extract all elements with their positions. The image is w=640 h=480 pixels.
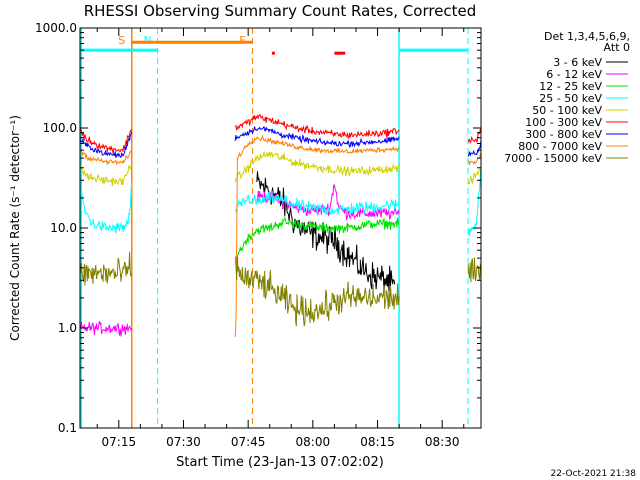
y-tick-label: 1.0: [58, 321, 77, 335]
x-tick-label: 08:30: [425, 435, 460, 449]
x-tick-label: 07:45: [231, 435, 266, 449]
series-line: [467, 165, 482, 237]
legend-label: 12 - 25 keV: [539, 80, 602, 93]
series-line: [79, 131, 133, 159]
series-line: [79, 321, 133, 337]
attenuator-marker-label: N: [143, 34, 151, 47]
series-line: [234, 151, 400, 183]
series-line: [79, 251, 133, 286]
y-tick-label: 1000.0: [35, 21, 77, 35]
legend-label: 300 - 800 keV: [525, 128, 602, 141]
legend-label: 100 - 300 keV: [525, 116, 602, 129]
series-line: [79, 148, 133, 166]
y-axis-label: Corrected Count Rate (s⁻¹ detector⁻¹): [8, 115, 22, 341]
x-tick-label: 08:00: [296, 435, 331, 449]
legend-label: 50 - 100 keV: [532, 104, 602, 117]
legend-label: 3 - 6 keV: [553, 56, 602, 69]
x-tick-label: 07:15: [102, 435, 137, 449]
y-tick-label: 10.0: [50, 221, 77, 235]
x-tick-label: 08:15: [360, 435, 395, 449]
legend-header-line: Att 0: [604, 41, 630, 54]
series-line: [234, 216, 400, 264]
legend-label: 6 - 12 keV: [546, 68, 602, 81]
series-line: [234, 256, 400, 327]
series-line: [79, 175, 133, 234]
series-line: [467, 128, 482, 145]
y-tick-label: 0.1: [58, 421, 77, 435]
series-line: [79, 128, 133, 154]
y-axis: 0.1 1.0 10.0 100.0 1000.0: [35, 21, 481, 435]
series-group: [79, 113, 482, 337]
series-line: [234, 191, 400, 216]
attenuator-marker-label: S: [118, 34, 125, 47]
legend-label: 800 - 7000 keV: [518, 140, 602, 153]
legend-header-line: Det 1,3,4,5,6,9,: [544, 30, 630, 43]
attenuator-marker-label: F: [239, 34, 245, 47]
chart-title: RHESSI Observing Summary Count Rates, Co…: [84, 2, 477, 20]
series-line: [467, 257, 482, 283]
legend-label: 25 - 50 keV: [539, 92, 602, 105]
series-line: [234, 113, 400, 139]
series-line: [234, 126, 400, 148]
x-axis-label: Start Time (23-Jan-13 07:02:02): [176, 455, 384, 470]
x-axis: 07:15 07:30 07:45 08:00 08:15 08:30: [96, 28, 465, 449]
footer-date: 22-Oct-2021 21:38: [551, 469, 637, 479]
series-line: [467, 140, 482, 157]
series-line: [234, 134, 400, 337]
legend-label: 7000 - 15000 keV: [504, 152, 602, 165]
x-tick-label: 07:30: [166, 435, 201, 449]
y-tick-label: 100.0: [43, 121, 77, 135]
series-line: [467, 166, 482, 185]
series-line: [79, 163, 132, 187]
